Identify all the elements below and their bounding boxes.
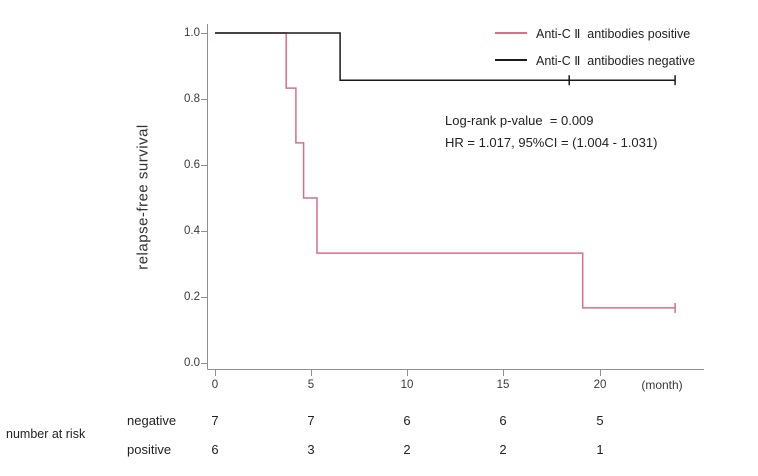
hazard-ratio-text: HR = 1.017, 95%CI = (1.004 - 1.031): [445, 135, 658, 150]
risk-value: 3: [307, 442, 315, 457]
axes: [201, 24, 704, 376]
risk-value: 1: [596, 442, 604, 457]
legend-item-positive: Anti-C Ⅱ antibodies positive: [495, 26, 691, 41]
risk-value: 6: [499, 413, 507, 428]
x-axis-unit-label: (month): [641, 378, 683, 392]
risk-value: 6: [211, 442, 219, 457]
x-tick-label: 15: [496, 379, 510, 391]
logrank-pvalue-text: Log-rank p-value = 0.009: [445, 113, 594, 128]
risk-row-label-negative: negative: [127, 413, 177, 428]
risk-row-label-positive: positive: [127, 442, 172, 457]
legend-line-negative: [495, 59, 527, 61]
x-tick-label: 5: [307, 379, 315, 391]
risk-value: 7: [211, 413, 219, 428]
y-tick-label: 0.4: [184, 225, 200, 237]
risk-value: 2: [403, 442, 411, 457]
risk-value: 6: [403, 413, 411, 428]
legend-item-negative: Anti-C Ⅱ antibodies negative: [495, 53, 696, 68]
risk-value: 7: [307, 413, 315, 428]
x-tick-label: 10: [400, 379, 414, 391]
legend-label-negative: Anti-C Ⅱ antibodies negative: [536, 53, 696, 68]
y-tick-label: 0.8: [184, 93, 200, 105]
y-axis-title: relapse-free survival: [134, 124, 152, 270]
number-at-risk-caption: number at risk: [6, 427, 86, 441]
legend-label-positive: Anti-C Ⅱ antibodies positive: [536, 26, 691, 41]
risk-value: 5: [596, 413, 604, 428]
x-tick-label: 0: [211, 379, 219, 391]
stats-annotation: Log-rank p-value = 0.009 HR = 1.017, 95%…: [445, 110, 657, 154]
survival-curve-0: [215, 32, 676, 309]
x-tick-label: 20: [593, 379, 607, 391]
y-tick-label: 0.6: [184, 159, 200, 171]
y-tick-label: 0.2: [184, 291, 200, 303]
series-layer: [215, 32, 676, 313]
risk-value: 2: [499, 442, 507, 457]
y-tick-label: 0.0: [184, 357, 200, 369]
legend-line-positive: [495, 32, 527, 34]
survival-curve-1: [215, 32, 676, 81]
y-tick-label: 1.0: [184, 27, 200, 39]
